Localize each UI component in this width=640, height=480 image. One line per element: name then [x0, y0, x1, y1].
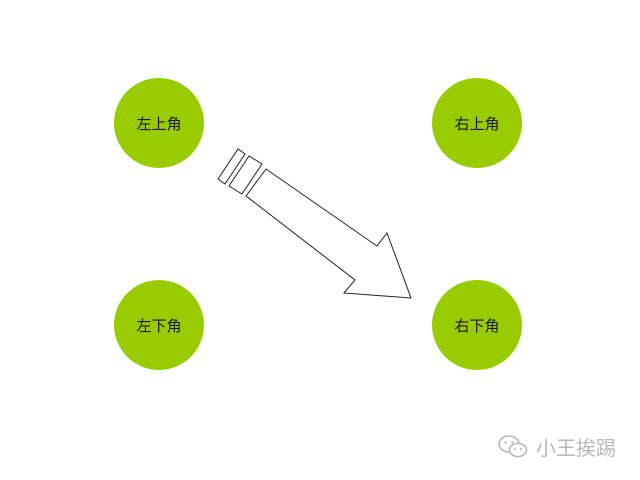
wechat-icon	[498, 434, 528, 457]
node-top-right: 右上角	[432, 78, 522, 168]
arrow-body	[245, 168, 412, 299]
node-bottom-left-label: 左下角	[136, 316, 182, 335]
node-top-left-label: 左上角	[136, 114, 182, 133]
watermark: 小王挨踢	[498, 432, 616, 461]
node-top-left: 左上角	[114, 78, 204, 168]
watermark-text: 小王挨踢	[536, 436, 616, 460]
node-bottom-right: 右下角	[432, 280, 522, 370]
node-top-right-label: 右上角	[454, 114, 500, 133]
node-bottom-right-label: 右下角	[454, 316, 500, 335]
arrow-tail-stripe-1	[217, 148, 246, 185]
arrow-tail-stripe-2	[228, 155, 263, 195]
node-bottom-left: 左下角	[114, 280, 204, 370]
